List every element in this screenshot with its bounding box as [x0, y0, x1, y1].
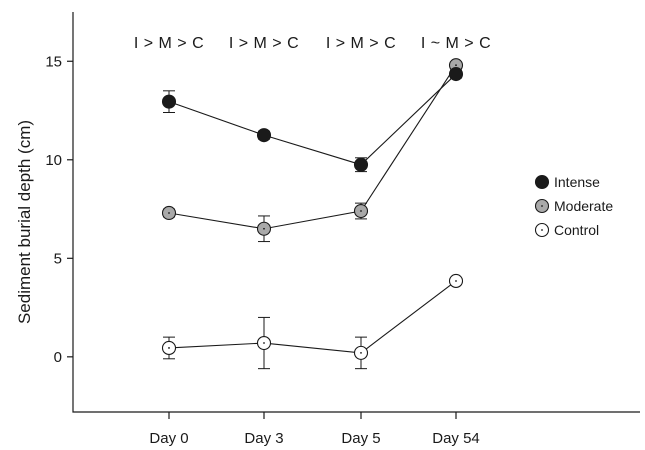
legend-item-control: Control — [534, 222, 599, 238]
y-tick-label: 0 — [54, 349, 62, 366]
data-point — [353, 157, 369, 172]
significance-annotations: I > M > C I > M > C I > M > C I ~ M > C — [134, 35, 491, 52]
y-axis-title: Sediment burial depth (cm) — [15, 120, 34, 324]
y-ticks: 0 5 10 15 — [45, 53, 73, 366]
series-intense — [161, 67, 464, 173]
data-point-dot — [263, 227, 265, 230]
data-point — [161, 94, 177, 109]
x-tick-label: Day 3 — [244, 430, 283, 447]
data-point-dot — [168, 212, 170, 214]
series-line — [168, 280, 457, 354]
legend-item-moderate: Moderate — [534, 198, 613, 214]
x-ticks: Day 0 Day 3 Day 5 Day 54 — [149, 412, 480, 447]
series-group — [161, 58, 464, 370]
x-tick-label: Day 0 — [149, 430, 188, 447]
legend-marker-dot — [541, 229, 543, 231]
data-point — [256, 128, 272, 143]
axes — [72, 12, 640, 413]
x-tick-label: Day 54 — [432, 430, 480, 447]
legend-label: Intense — [554, 174, 600, 190]
annotation-label: I > M > C — [229, 35, 299, 52]
data-point-dot — [455, 64, 457, 67]
legend-marker-dot — [541, 205, 543, 207]
data-point-dot — [263, 342, 265, 344]
series-control — [161, 273, 464, 370]
series-line — [168, 64, 457, 230]
data-point-dot — [455, 280, 457, 282]
series-line — [168, 73, 457, 166]
y-tick-label: 10 — [45, 152, 62, 169]
y-tick-label: 5 — [54, 250, 62, 267]
annotation-label: I > M > C — [326, 35, 396, 52]
legend-label: Control — [554, 222, 599, 238]
axis-spines — [72, 12, 640, 413]
legend: Intense Moderate Control — [534, 174, 613, 238]
legend-label: Moderate — [554, 198, 613, 214]
annotation-label: I > M > C — [134, 35, 204, 52]
data-point — [448, 67, 464, 82]
annotation-label: I ~ M > C — [421, 35, 491, 52]
legend-item-intense: Intense — [534, 174, 600, 190]
y-tick-label: 15 — [45, 53, 62, 70]
data-point-dot — [360, 210, 362, 212]
legend-marker — [534, 174, 550, 190]
data-point-dot — [168, 347, 170, 349]
x-tick-label: Day 5 — [341, 430, 380, 447]
data-point-dot — [360, 351, 362, 354]
